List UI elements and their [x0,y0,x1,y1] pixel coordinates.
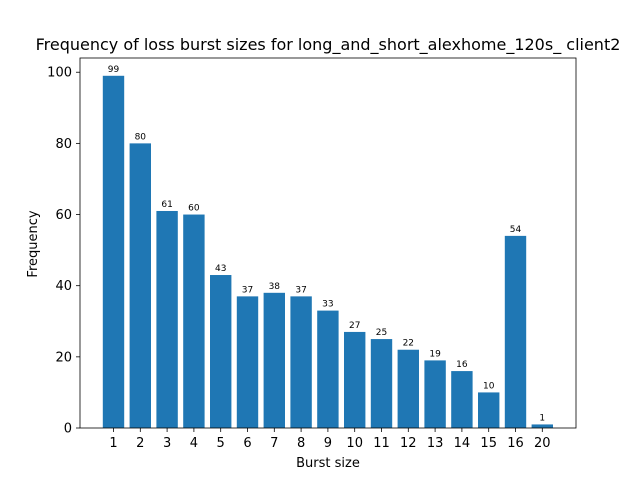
data-label-9: 33 [322,300,333,310]
x-tick-label-14: 14 [454,436,471,451]
x-tick-label-3: 3 [163,436,171,451]
bar-20 [531,424,553,428]
x-tick-label-5: 5 [217,436,225,451]
data-label-15: 10 [483,381,495,391]
data-label-3: 61 [161,200,172,210]
chart-title: Frequency of loss burst sizes for long_a… [36,35,621,55]
y-axis-label: Frequency [26,210,41,277]
x-tick-label-4: 4 [190,436,198,451]
y-tick-label-60: 60 [55,208,72,223]
x-tick-label-16: 16 [507,436,524,451]
data-label-5: 43 [215,264,226,274]
bar-11 [370,339,393,428]
data-label-11: 25 [376,328,387,338]
bar-16 [504,235,527,428]
x-tick-label-13: 13 [427,436,444,451]
x-tick-label-9: 9 [324,436,332,451]
bar-3 [156,210,178,428]
bar-10 [344,331,366,428]
data-label-7: 38 [269,282,281,292]
bar-7 [263,292,285,428]
bar-12 [397,349,419,428]
bar-2 [129,143,151,428]
y-tick-label-40: 40 [55,279,72,294]
y-tick-label-80: 80 [55,137,72,152]
axes-frame [79,57,577,429]
x-tick-label-2: 2 [136,436,144,451]
data-label-10: 27 [349,321,360,331]
plot-area: 9918026136044353763873783392710251122121… [47,57,577,451]
data-label-20: 1 [539,413,545,423]
bar-9 [317,310,339,428]
bar-6 [236,296,259,428]
x-tick-label-6: 6 [243,436,251,451]
x-tick-label-1: 1 [109,436,117,451]
y-tick-label-20: 20 [55,350,72,365]
x-tick-label-12: 12 [400,436,417,451]
y-tick-label-100: 100 [47,66,72,81]
bar-4 [183,214,205,428]
y-tick-label-0: 0 [64,422,72,437]
x-tick-label-11: 11 [373,436,390,451]
x-tick-label-20: 20 [534,436,551,451]
data-label-6: 37 [242,285,253,295]
data-label-16: 54 [510,225,522,235]
x-axis-label: Burst size [296,456,360,471]
data-label-12: 22 [403,339,414,349]
data-label-1: 99 [108,65,120,75]
data-label-8: 37 [295,285,306,295]
data-label-2: 80 [135,132,147,142]
x-tick-label-7: 7 [270,436,278,451]
bar-13 [424,360,446,428]
bar-5 [210,275,232,428]
data-label-14: 16 [456,360,468,370]
data-label-4: 60 [188,204,200,214]
data-label-13: 19 [429,349,441,359]
x-tick-label-8: 8 [297,436,305,451]
x-tick-label-15: 15 [480,436,497,451]
bar-1 [102,75,125,428]
bar-14 [451,371,473,428]
x-tick-label-10: 10 [346,436,363,451]
bar-8 [290,296,312,428]
bar-15 [478,392,500,428]
